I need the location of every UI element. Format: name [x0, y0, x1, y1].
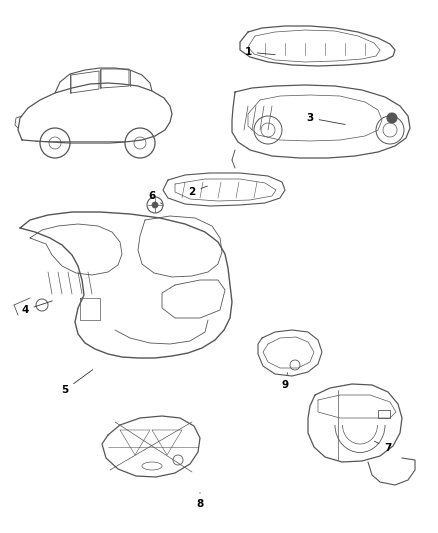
- Circle shape: [387, 113, 397, 123]
- Text: 8: 8: [196, 493, 204, 509]
- Text: 1: 1: [244, 47, 275, 57]
- Circle shape: [152, 202, 158, 208]
- Text: 5: 5: [61, 370, 93, 395]
- Text: 3: 3: [306, 113, 345, 125]
- Text: 9: 9: [282, 373, 289, 390]
- Text: 6: 6: [148, 191, 162, 204]
- Text: 2: 2: [188, 186, 208, 197]
- Text: 7: 7: [374, 441, 392, 453]
- Bar: [378, 410, 390, 418]
- Text: 4: 4: [21, 301, 53, 315]
